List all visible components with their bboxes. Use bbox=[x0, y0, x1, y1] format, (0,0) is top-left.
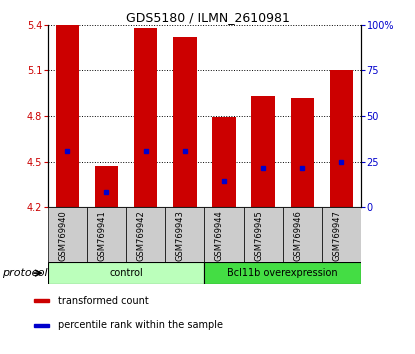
Bar bbox=[34, 299, 49, 302]
Bar bbox=[283, 207, 322, 262]
Bar bbox=[165, 207, 204, 262]
Bar bbox=[322, 207, 361, 262]
Text: GSM769944: GSM769944 bbox=[215, 210, 224, 261]
Text: Bcl11b overexpression: Bcl11b overexpression bbox=[227, 268, 338, 278]
Text: transformed count: transformed count bbox=[58, 296, 149, 306]
Text: GSM769942: GSM769942 bbox=[137, 210, 146, 261]
Bar bbox=[212, 118, 236, 207]
Bar bbox=[48, 207, 87, 262]
Bar bbox=[251, 96, 275, 207]
Text: GSM769940: GSM769940 bbox=[59, 210, 67, 261]
Bar bbox=[134, 28, 157, 207]
Bar bbox=[126, 207, 165, 262]
Text: control: control bbox=[109, 268, 143, 278]
Bar bbox=[244, 207, 283, 262]
Bar bbox=[34, 324, 49, 327]
Bar bbox=[56, 25, 79, 207]
Bar bbox=[173, 37, 197, 207]
Text: protocol: protocol bbox=[2, 268, 48, 278]
Bar bbox=[95, 166, 118, 207]
Bar bbox=[290, 98, 314, 207]
Text: GSM769945: GSM769945 bbox=[254, 210, 263, 261]
Bar bbox=[205, 207, 244, 262]
Bar bbox=[87, 207, 126, 262]
Text: GSM769946: GSM769946 bbox=[293, 210, 302, 261]
Text: GSM769941: GSM769941 bbox=[98, 210, 107, 261]
Text: GSM769943: GSM769943 bbox=[176, 210, 185, 261]
Bar bbox=[205, 262, 361, 284]
Bar bbox=[330, 70, 353, 207]
Text: percentile rank within the sample: percentile rank within the sample bbox=[58, 320, 223, 330]
Text: GSM769947: GSM769947 bbox=[332, 210, 342, 261]
Text: GDS5180 / ILMN_2610981: GDS5180 / ILMN_2610981 bbox=[126, 11, 289, 24]
Bar bbox=[48, 262, 205, 284]
